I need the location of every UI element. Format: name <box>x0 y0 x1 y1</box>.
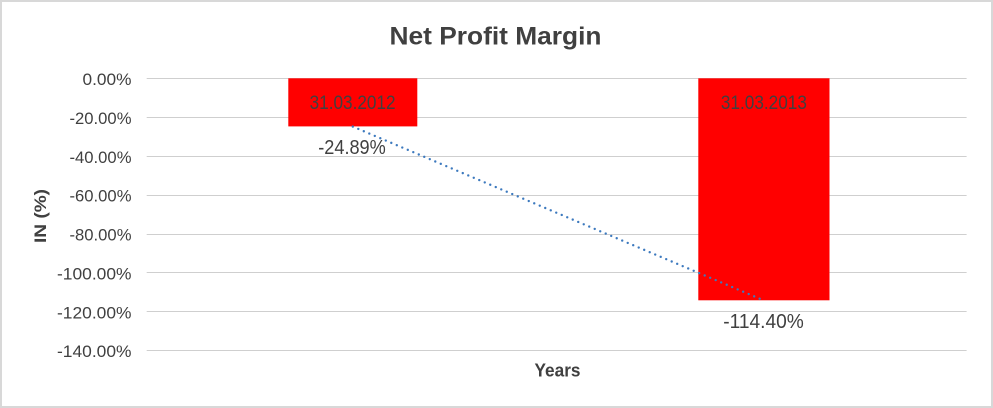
svg-text:-80.00%: -80.00% <box>70 226 132 245</box>
svg-text:Years: Years <box>535 360 581 380</box>
svg-text:31.03.2012: 31.03.2012 <box>310 92 396 114</box>
svg-text:-120.00%: -120.00% <box>57 303 132 322</box>
svg-text:Net Profit Margin: Net Profit Margin <box>390 22 602 50</box>
svg-text:IN (%): IN (%) <box>31 189 50 243</box>
svg-text:-24.89%: -24.89% <box>318 137 386 159</box>
svg-text:-20.00%: -20.00% <box>70 109 132 128</box>
svg-text:-40.00%: -40.00% <box>70 148 132 167</box>
svg-text:-60.00%: -60.00% <box>70 187 132 206</box>
svg-text:31.03.2013: 31.03.2013 <box>721 92 807 114</box>
svg-text:-114.40%: -114.40% <box>723 311 804 333</box>
svg-text:-140.00%: -140.00% <box>57 342 132 361</box>
svg-text:0.00%: 0.00% <box>83 70 132 89</box>
svg-text:-100.00%: -100.00% <box>57 264 132 283</box>
